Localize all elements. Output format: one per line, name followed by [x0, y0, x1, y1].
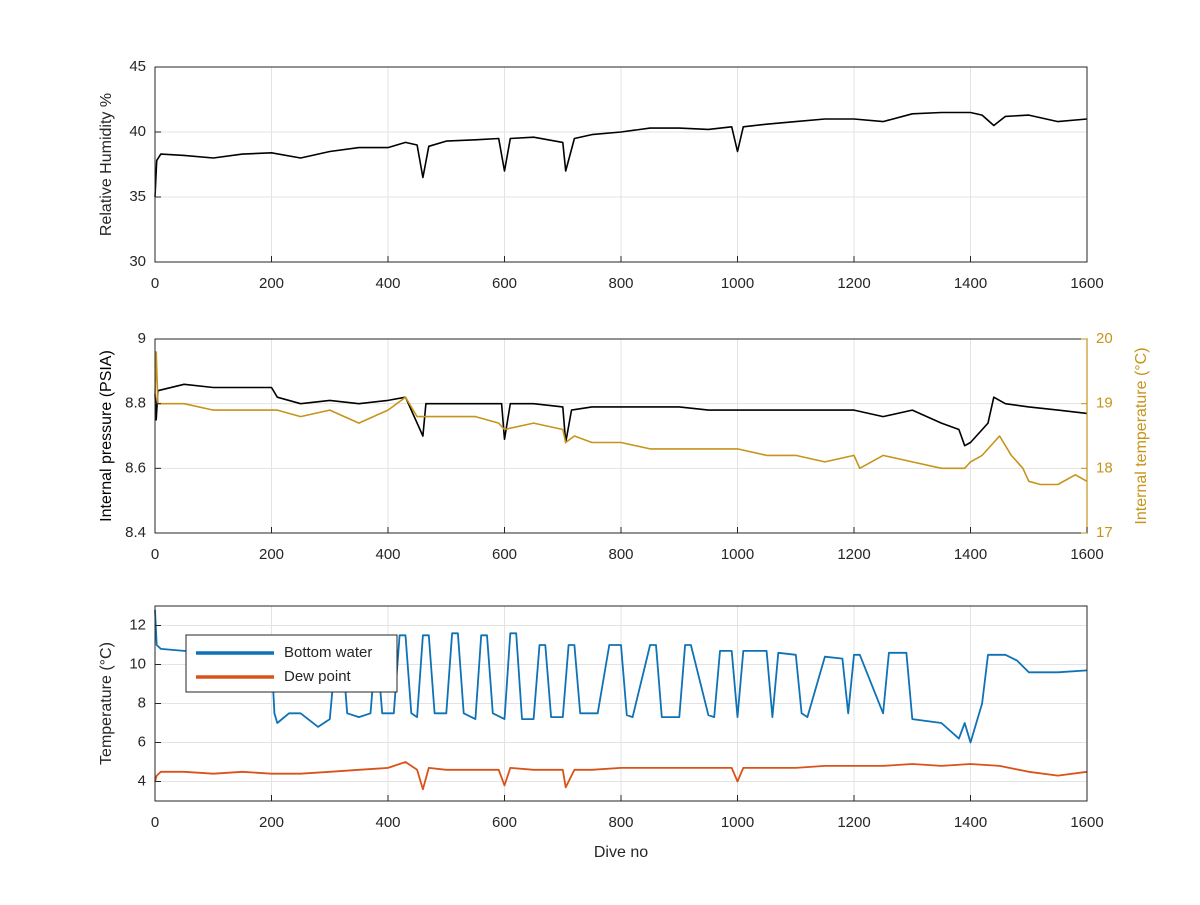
x-tick-label: 1400 [954, 546, 987, 563]
x-tick-label: 1000 [721, 814, 754, 831]
y-right-tick-label: 17 [1096, 524, 1113, 541]
y-tick-label: 8.8 [125, 395, 146, 412]
x-tick-label: 1200 [837, 275, 870, 292]
x-tick-label: 800 [608, 814, 633, 831]
legend-box [185, 634, 398, 693]
y-tick-label: 4 [138, 772, 146, 789]
y-tick-label: 8.4 [125, 524, 146, 541]
x-tick-label: 400 [375, 814, 400, 831]
y-tick-label: 9 [138, 330, 146, 347]
x-tick-label: 1600 [1070, 546, 1103, 563]
y-axis-label: Internal pressure (PSIA) [98, 350, 115, 522]
y-axis-label: Temperature (°C) [98, 642, 115, 765]
legend-label: Dew point [284, 668, 352, 685]
y-tick-label: 35 [129, 188, 146, 205]
x-tick-label: 0 [151, 275, 159, 292]
series-line-3-1 [154, 609, 1088, 744]
x-tick-label: 1000 [721, 275, 754, 292]
y-tick-label: 6 [138, 733, 146, 750]
x-tick-label: 1600 [1070, 275, 1103, 292]
x-tick-label: 400 [375, 546, 400, 563]
x-axis-label: Dive no [594, 844, 648, 861]
y-tick-label: 40 [129, 123, 146, 140]
x-tick-label: 200 [259, 546, 284, 563]
series-line-3-2 [154, 761, 1088, 791]
x-tick-label: 1000 [721, 546, 754, 563]
x-tick-label: 600 [492, 546, 517, 563]
x-tick-label: 1400 [954, 275, 987, 292]
x-tick-label: 1200 [837, 814, 870, 831]
x-tick-label: 0 [151, 546, 159, 563]
x-tick-label: 200 [259, 275, 284, 292]
x-tick-label: 600 [492, 275, 517, 292]
y-right-tick-label: 20 [1096, 330, 1113, 347]
x-tick-label: 0 [151, 814, 159, 831]
y-right-tick-label: 19 [1096, 395, 1113, 412]
x-tick-label: 600 [492, 814, 517, 831]
x-tick-label: 1400 [954, 814, 987, 831]
y-right-axis-label: Internal temperature (°C) [1133, 347, 1150, 524]
y-axis-label: Relative Humidity % [98, 93, 115, 236]
y-tick-label: 8.6 [125, 459, 146, 476]
y-tick-label: 12 [129, 616, 146, 633]
x-tick-label: 1600 [1070, 814, 1103, 831]
legend-label: Bottom water [284, 644, 372, 661]
x-tick-label: 400 [375, 275, 400, 292]
x-tick-label: 1200 [837, 546, 870, 563]
y-tick-label: 45 [129, 58, 146, 75]
y-tick-label: 10 [129, 655, 146, 672]
y-right-tick-label: 18 [1096, 459, 1113, 476]
series-line-2-2 [154, 351, 1088, 486]
x-tick-label: 800 [608, 275, 633, 292]
x-tick-label: 800 [608, 546, 633, 563]
series-line-1-1 [154, 111, 1088, 198]
y-tick-label: 30 [129, 253, 146, 270]
y-tick-label: 8 [138, 694, 146, 711]
x-tick-label: 200 [259, 814, 284, 831]
